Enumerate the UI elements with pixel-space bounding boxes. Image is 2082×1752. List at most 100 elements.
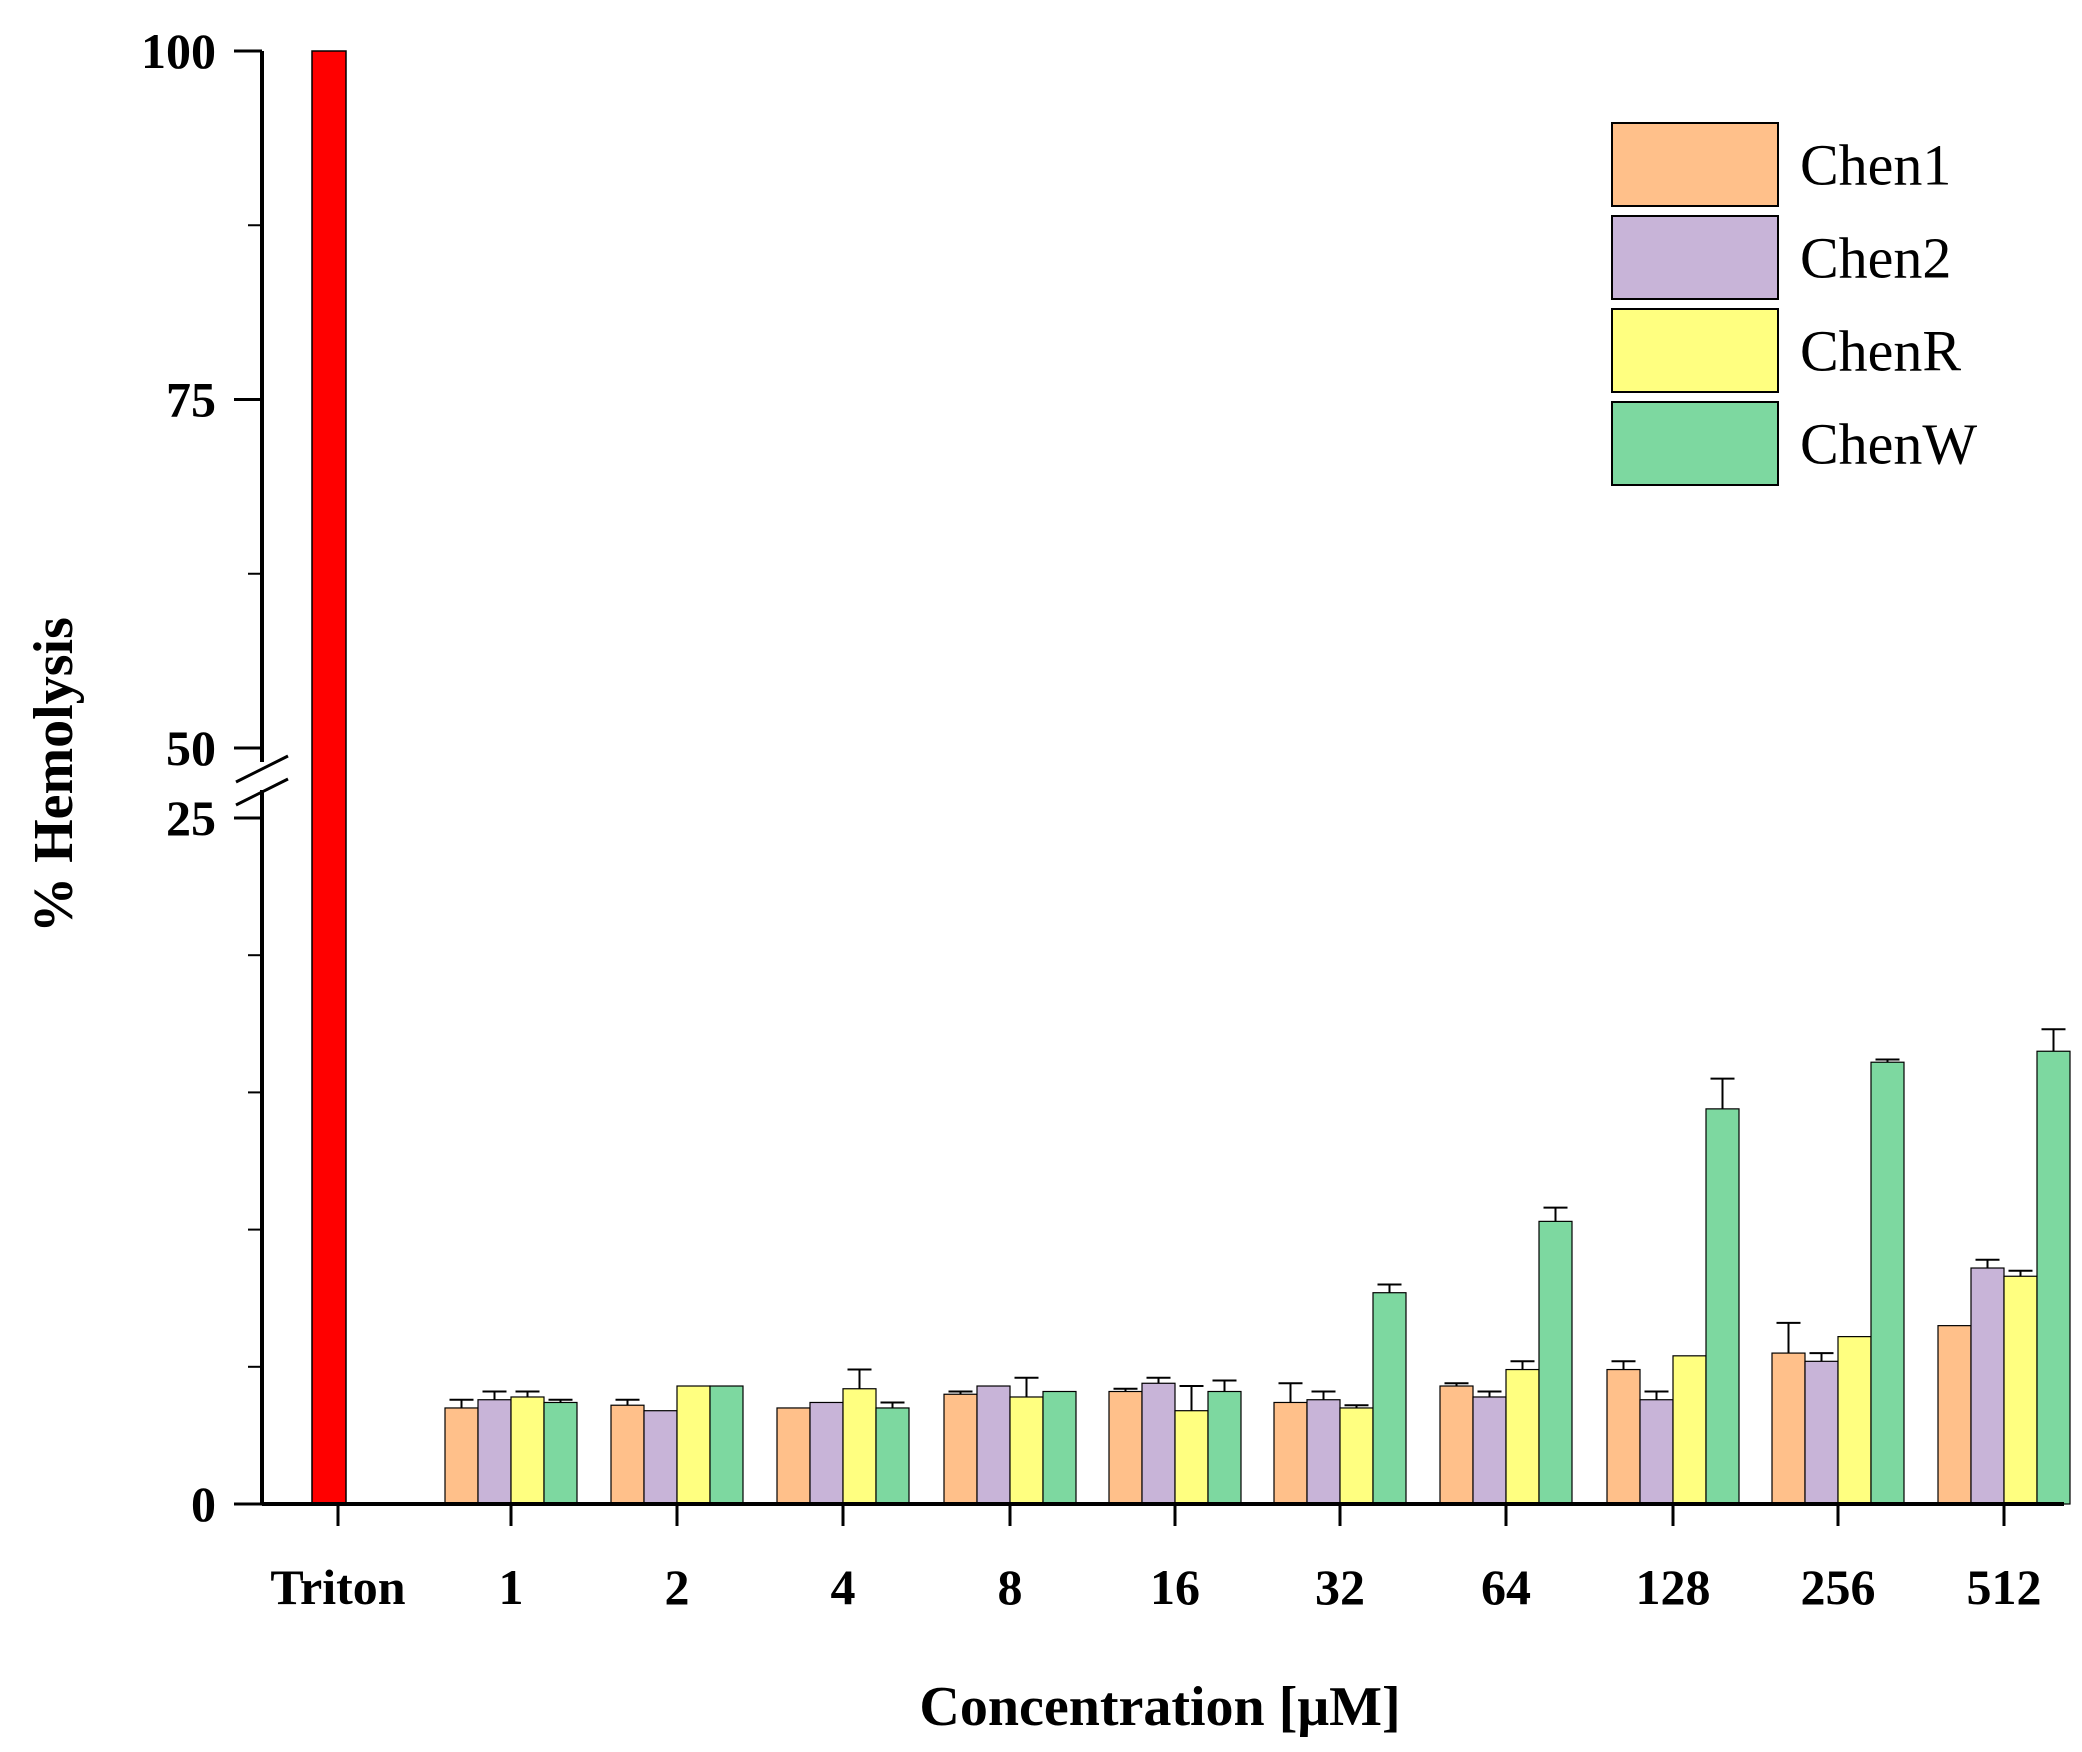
y-tick-label-0: 0 — [191, 1476, 216, 1532]
bar-chenr-512 — [2003, 1275, 2038, 1505]
error-bar-chenr-4 — [847, 1368, 872, 1389]
error-bar-chenw-64 — [1543, 1206, 1568, 1222]
legend-item-chen2: Chen2 — [1611, 215, 1951, 300]
error-bar-chen1-16 — [1113, 1387, 1138, 1392]
bar-chen2-256 — [1804, 1360, 1839, 1505]
legend-swatch-chenr — [1611, 308, 1779, 393]
bar-chen1-1 — [444, 1407, 479, 1505]
x-tick-label-1: 1 — [499, 1559, 524, 1615]
legend-label-chen2: Chen2 — [1800, 226, 1951, 291]
bar-chen1-2 — [610, 1404, 645, 1505]
error-bar-chen1-128 — [1611, 1360, 1636, 1370]
error-bar-chenw-1 — [548, 1398, 573, 1403]
bar-chenr-256 — [1837, 1336, 1872, 1505]
axes-layer — [235, 51, 2064, 1506]
legend-item-chen1: Chen1 — [1611, 122, 1951, 207]
bar-chenr-4 — [842, 1388, 877, 1505]
x-tick-label-Triton: Triton — [270, 1559, 405, 1615]
bar-chen1-4 — [776, 1407, 811, 1505]
bar-chen1-128 — [1606, 1368, 1641, 1505]
y-tick-label-25: 25 — [166, 790, 216, 846]
bar-chen2-512 — [1970, 1267, 2005, 1505]
x-axis-title: Concentration [μM] — [919, 1676, 1400, 1738]
bar-chenw-32 — [1372, 1292, 1407, 1505]
bar-chenr-64 — [1505, 1368, 1540, 1505]
y-axis-title: % Hemolysis — [23, 617, 85, 933]
error-bar-chen1-32 — [1278, 1382, 1303, 1403]
legend-swatch-chenw — [1611, 401, 1779, 486]
bar-chen2-1 — [477, 1399, 512, 1505]
x-tick-label-2: 2 — [665, 1559, 690, 1615]
legend-swatch-chen2 — [1611, 215, 1779, 300]
error-bar-chenr-64 — [1510, 1360, 1535, 1370]
legend-label-chenw: ChenW — [1800, 412, 1977, 477]
bar-chen1-256 — [1771, 1352, 1806, 1505]
bar-chen1-32 — [1273, 1401, 1308, 1505]
error-bar-chen1-64 — [1444, 1382, 1469, 1387]
bar-chenr-128 — [1672, 1355, 1707, 1505]
error-bar-chen2-512 — [1975, 1258, 2000, 1269]
x-tick-label-16: 16 — [1150, 1559, 1200, 1615]
error-bar-chen1-8 — [948, 1390, 973, 1395]
x-tick-label-128: 128 — [1636, 1559, 1711, 1615]
error-bar-chenw-128 — [1710, 1077, 1735, 1109]
bar-chenw-1 — [543, 1401, 578, 1505]
bar-chen2-2 — [643, 1410, 678, 1505]
bar-chenr-1 — [510, 1396, 545, 1505]
bar-chenr-2 — [676, 1385, 711, 1505]
bar-chenw-2 — [709, 1385, 744, 1505]
error-bar-chen2-64 — [1477, 1390, 1502, 1397]
error-bars-layer — [449, 1028, 2066, 1411]
bar-chenr-32 — [1339, 1407, 1374, 1505]
bar-chen1-8 — [943, 1393, 978, 1505]
bar-chenw-4 — [875, 1407, 910, 1505]
legend-label-chen1: Chen1 — [1800, 133, 1951, 198]
x-tick-label-512: 512 — [1967, 1559, 2042, 1615]
bar-chen2-64 — [1472, 1396, 1507, 1505]
bars-layer — [311, 50, 2071, 1505]
bar-chenw-8 — [1042, 1390, 1077, 1505]
error-bar-chen1-2 — [615, 1398, 640, 1406]
bar-chenw-256 — [1870, 1061, 1905, 1505]
legend-item-chenw: ChenW — [1611, 401, 1977, 486]
legend-swatch-chen1 — [1611, 122, 1779, 207]
legend-item-chenr: ChenR — [1611, 308, 1961, 393]
error-bar-chen2-32 — [1311, 1390, 1336, 1400]
error-bar-chenw-256 — [1875, 1058, 1900, 1063]
error-bar-chenw-32 — [1377, 1283, 1402, 1293]
y-tick-label-50: 50 — [166, 720, 216, 776]
bar-chenw-512 — [2036, 1050, 2071, 1505]
error-bar-chenr-1 — [515, 1390, 540, 1397]
error-bar-chen2-1 — [482, 1390, 507, 1400]
x-tick-label-32: 32 — [1315, 1559, 1365, 1615]
y-tick-label-100: 100 — [141, 23, 216, 79]
error-bar-chenr-32 — [1344, 1404, 1369, 1408]
error-bar-chen2-16 — [1146, 1376, 1171, 1384]
error-bar-chenw-16 — [1212, 1379, 1237, 1392]
x-tick-label-64: 64 — [1481, 1559, 1531, 1615]
bar-chenw-64 — [1538, 1220, 1573, 1505]
bar-chen2-128 — [1639, 1399, 1674, 1505]
bar-chen1-16 — [1108, 1390, 1143, 1505]
error-bar-chenr-512 — [2008, 1269, 2033, 1277]
x-tick-label-4: 4 — [831, 1559, 856, 1615]
legend-label-chenr: ChenR — [1800, 319, 1961, 384]
bar-chenr-8 — [1009, 1396, 1044, 1505]
bar-chenw-16 — [1207, 1390, 1242, 1505]
error-bar-chenr-8 — [1014, 1376, 1039, 1397]
bar-triton-control — [311, 50, 347, 1505]
y-tick-label-75: 75 — [166, 372, 216, 428]
bar-chen1-512 — [1937, 1325, 1972, 1505]
bar-chenr-16 — [1174, 1410, 1209, 1505]
legend: Chen1 Chen2 ChenR ChenW — [1611, 122, 1977, 486]
bar-chen1-64 — [1439, 1385, 1474, 1505]
error-bar-chen1-256 — [1776, 1321, 1801, 1354]
error-bar-chenw-512 — [2041, 1028, 2066, 1052]
bar-chen2-16 — [1141, 1382, 1176, 1505]
axis-break-marks — [235, 754, 289, 807]
error-bar-chen2-128 — [1644, 1390, 1669, 1400]
x-tick-label-256: 256 — [1801, 1559, 1876, 1615]
bar-chen2-32 — [1306, 1399, 1341, 1505]
error-bar-chenr-16 — [1179, 1385, 1204, 1411]
